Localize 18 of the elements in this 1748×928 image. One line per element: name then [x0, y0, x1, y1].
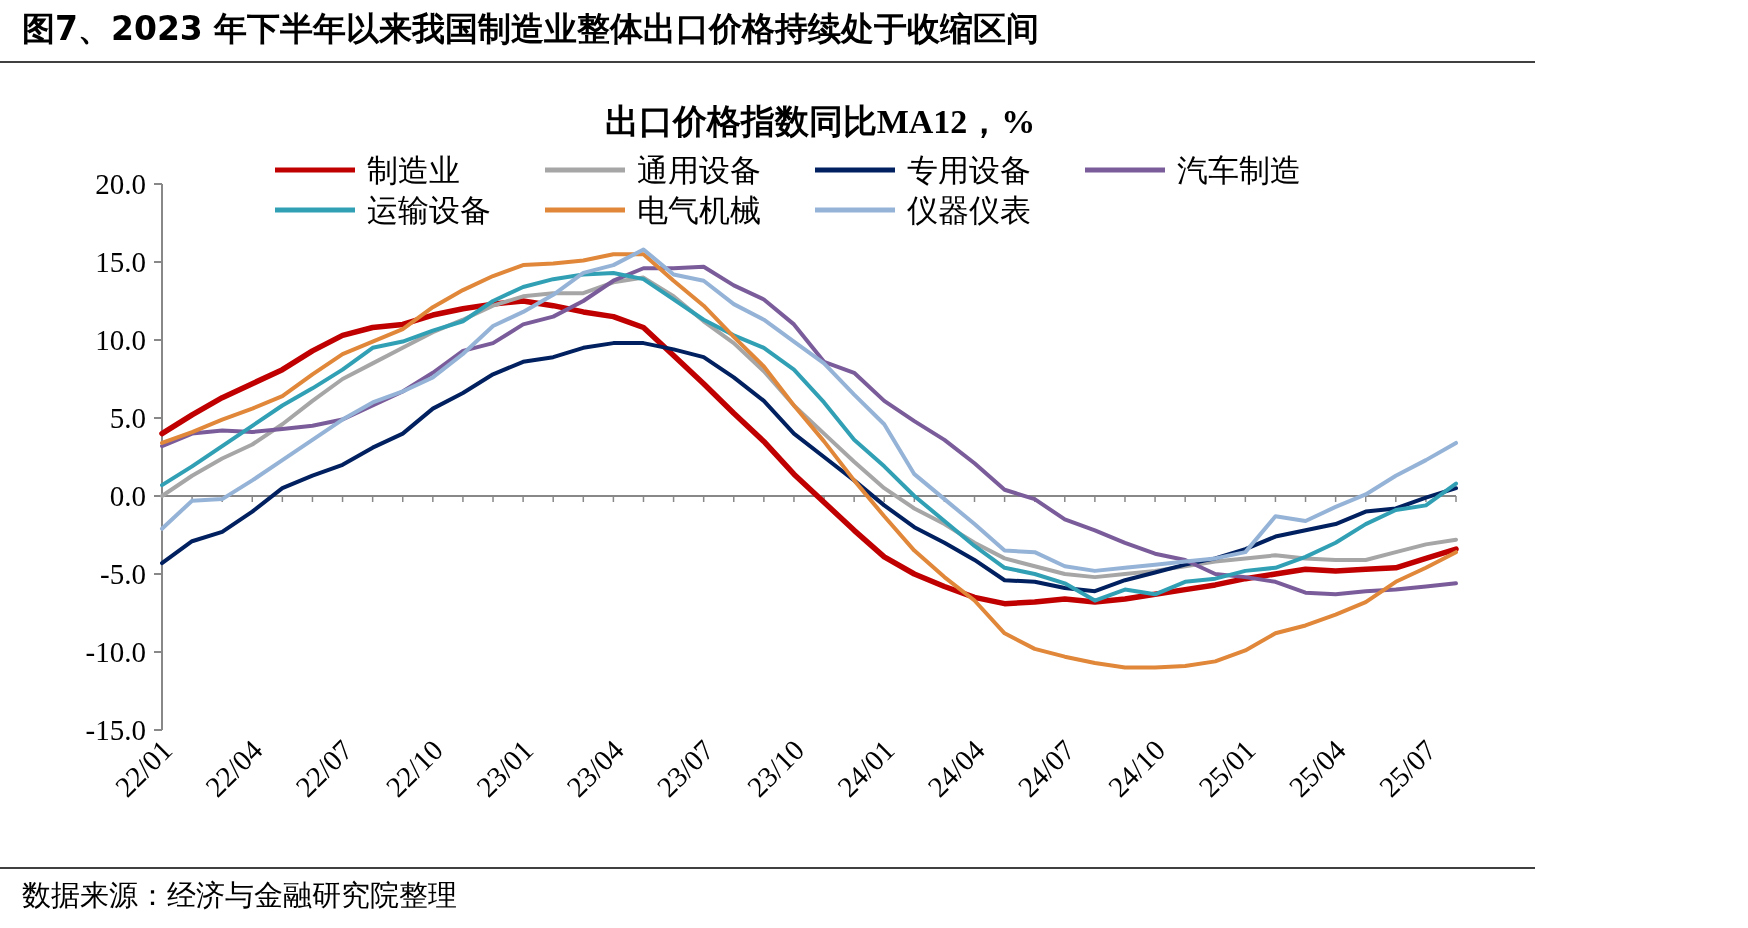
chart-subtitle: 出口价格指数同比MA12，% [604, 103, 1036, 140]
legend-label: 制造业 [367, 152, 460, 188]
legend-label: 汽车制造 [1177, 152, 1301, 188]
legend-label: 电气机械 [637, 192, 761, 228]
chart-title: 图7、2023 年下半年以来我国制造业整体出口价格持续处于收缩区间 [22, 9, 1040, 48]
y-tick-label: 0.0 [109, 480, 146, 512]
y-tick-label: -10.0 [85, 636, 146, 668]
legend-label: 专用设备 [907, 152, 1031, 188]
y-tick-label: -15.0 [85, 714, 146, 746]
y-tick-label: -5.0 [100, 558, 146, 590]
y-tick-label: 15.0 [95, 246, 146, 278]
y-tick-label: 20.0 [95, 168, 146, 200]
source-note: 数据来源：经济与金融研究院整理 [22, 878, 457, 912]
y-tick-label: 10.0 [95, 324, 146, 356]
y-tick-label: 5.0 [109, 402, 146, 434]
legend-label: 仪器仪表 [907, 192, 1031, 228]
legend-label: 运输设备 [367, 192, 491, 228]
legend-label: 通用设备 [637, 152, 761, 188]
